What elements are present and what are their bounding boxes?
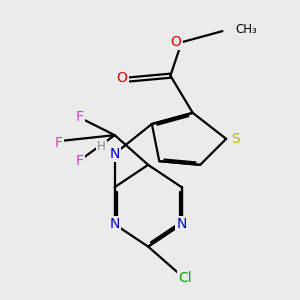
Text: S: S [231, 132, 240, 146]
Text: N: N [110, 217, 120, 231]
Text: F: F [75, 154, 83, 168]
Text: O: O [171, 35, 182, 49]
Text: CH₃: CH₃ [236, 23, 257, 36]
Text: N: N [110, 147, 120, 161]
Text: N: N [176, 217, 187, 231]
Text: Cl: Cl [178, 271, 192, 285]
Text: H: H [97, 140, 106, 153]
Text: F: F [55, 136, 63, 150]
Text: F: F [75, 110, 83, 124]
Text: O: O [117, 70, 128, 85]
